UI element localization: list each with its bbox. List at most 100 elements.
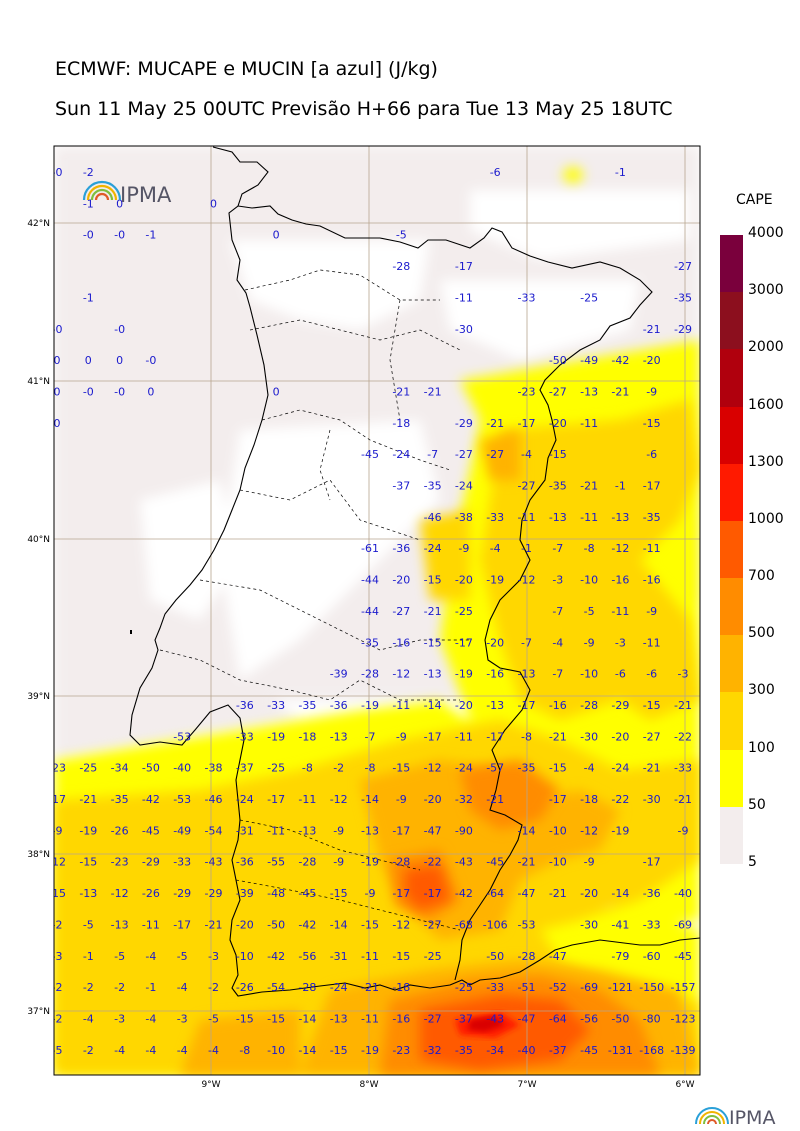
mucin-value: -15 bbox=[361, 918, 379, 931]
mucin-value: -33 bbox=[236, 730, 254, 743]
mucin-value: -4 bbox=[177, 981, 188, 994]
mucin-value: -32 bbox=[455, 793, 473, 806]
lon-label: 8°W bbox=[359, 1080, 378, 1090]
mucin-value: -43 bbox=[486, 1013, 504, 1026]
mucin-value: -5 bbox=[52, 1044, 63, 1057]
mucin-value: -12 bbox=[111, 887, 129, 900]
mucin-value: -35 bbox=[298, 699, 316, 712]
mucin-value: -40 bbox=[173, 762, 191, 775]
mucin-value: -13 bbox=[361, 824, 379, 837]
mucin-value: -42 bbox=[611, 354, 629, 367]
mucin-value: -22 bbox=[424, 856, 442, 869]
mucin-value: -37 bbox=[455, 1013, 473, 1026]
longitude-labels: 9°W 8°W 7°W 6°W bbox=[201, 1080, 694, 1090]
mucin-value: -64 bbox=[486, 887, 504, 900]
mucin-value: -0 bbox=[52, 166, 63, 179]
mucin-value: -17 bbox=[643, 480, 661, 493]
mucin-value: -2 bbox=[83, 981, 94, 994]
mucin-value: -11 bbox=[580, 417, 598, 430]
mucin-value: -9 bbox=[365, 887, 376, 900]
mucin-value: -61 bbox=[361, 542, 379, 555]
mucin-value: 0 bbox=[54, 417, 61, 430]
mucin-value: -48 bbox=[267, 887, 285, 900]
mucin-value: -50 bbox=[486, 950, 504, 963]
mucin-value: -26 bbox=[236, 981, 254, 994]
mucin-value: -150 bbox=[639, 981, 664, 994]
mucin-value: -24 bbox=[611, 762, 629, 775]
mucin-value: -31 bbox=[330, 950, 348, 963]
mucin-value: -49 bbox=[173, 824, 191, 837]
mucin-value: -13 bbox=[549, 511, 567, 524]
mucin-value: -14 bbox=[361, 793, 379, 806]
mucin-value: -17 bbox=[392, 887, 410, 900]
mucin-value: -22 bbox=[674, 730, 692, 743]
mucin-value: -38 bbox=[205, 762, 223, 775]
mucin-value: -50 bbox=[611, 1013, 629, 1026]
mucin-value: -53 bbox=[518, 918, 536, 931]
mucin-value: -29 bbox=[611, 699, 629, 712]
colorbar-segment bbox=[720, 291, 743, 350]
mucin-value: -15 bbox=[549, 448, 567, 461]
mucin-value: -4 bbox=[145, 950, 156, 963]
mucin-value: -4 bbox=[83, 1013, 94, 1026]
mucin-value: -21 bbox=[424, 386, 442, 399]
mucin-value: -21 bbox=[580, 480, 598, 493]
mucin-value: -6 bbox=[615, 668, 626, 681]
mucin-value: -23 bbox=[48, 762, 66, 775]
mucin-value: -11 bbox=[643, 542, 661, 555]
mucin-value: -4 bbox=[552, 636, 563, 649]
mucin-value: -21 bbox=[549, 730, 567, 743]
mucin-value: 0 bbox=[116, 197, 123, 210]
colorbar-label: 4000 bbox=[748, 225, 784, 241]
mucin-value: -44 bbox=[361, 605, 379, 618]
mucin-value: -4 bbox=[521, 448, 532, 461]
mucin-value: -13 bbox=[611, 511, 629, 524]
lon-label: 7°W bbox=[517, 1080, 536, 1090]
mucin-value: -14 bbox=[611, 887, 629, 900]
mucin-value: -10 bbox=[236, 950, 254, 963]
mucin-value: -24 bbox=[330, 981, 348, 994]
mucin-value: -11 bbox=[518, 511, 536, 524]
mucin-value: -36 bbox=[392, 542, 410, 555]
mucin-value: -19 bbox=[611, 824, 629, 837]
mucin-value: -20 bbox=[580, 887, 598, 900]
mucin-value: -53 bbox=[173, 730, 191, 743]
mucin-value: -15 bbox=[424, 636, 442, 649]
mucin-value: -18 bbox=[298, 730, 316, 743]
mucin-value: -13 bbox=[111, 918, 129, 931]
mucin-value: -54 bbox=[267, 981, 285, 994]
mucin-value: -21 bbox=[643, 323, 661, 336]
mucin-value: -17 bbox=[267, 793, 285, 806]
mucin-value: -29 bbox=[455, 417, 473, 430]
mucin-value: -3 bbox=[114, 1013, 125, 1026]
mucin-value: -11 bbox=[455, 730, 473, 743]
mucin-value: -1 bbox=[521, 542, 532, 555]
mucin-value: -1 bbox=[83, 291, 94, 304]
mucin-value: -19 bbox=[361, 1044, 379, 1057]
mucin-value: -6 bbox=[646, 668, 657, 681]
mucin-value: -41 bbox=[611, 918, 629, 931]
mucin-value: -21 bbox=[486, 793, 504, 806]
mucin-value: -90 bbox=[455, 824, 473, 837]
mucin-value: -1 bbox=[83, 197, 94, 210]
map-frame bbox=[53, 145, 701, 1076]
mucin-value: -16 bbox=[643, 574, 661, 587]
mucin-value: -4 bbox=[177, 1044, 188, 1057]
mucin-value: 0 bbox=[54, 354, 61, 367]
mucin-value: -45 bbox=[142, 824, 160, 837]
mucin-value: -15 bbox=[79, 856, 97, 869]
latitude-labels: 42°N 41°N 40°N 39°N 38°N 37°N bbox=[27, 219, 50, 1017]
mucin-value: -24 bbox=[424, 542, 442, 555]
mucin-value: -4 bbox=[490, 542, 501, 555]
mucin-value: -0 bbox=[114, 323, 125, 336]
mucin-value: -24 bbox=[392, 448, 410, 461]
mucin-value: -21 bbox=[611, 386, 629, 399]
mucin-value: -29 bbox=[674, 323, 692, 336]
mucin-value: -10 bbox=[580, 668, 598, 681]
mucin-value: -50 bbox=[142, 762, 160, 775]
colorbar-label: 100 bbox=[748, 739, 775, 756]
colorbar-title: CAPE bbox=[736, 192, 773, 208]
mucin-value: -5 bbox=[177, 950, 188, 963]
mucin-value: -11 bbox=[580, 511, 598, 524]
mucin-value: -4 bbox=[145, 1013, 156, 1026]
